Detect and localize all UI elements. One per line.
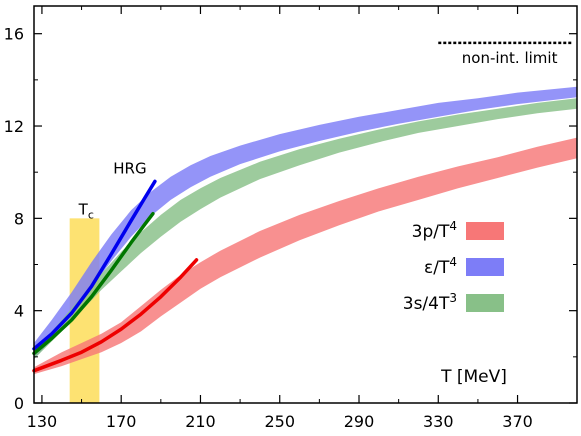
legend-label-sup: 3 xyxy=(449,291,457,305)
x-tick-label: 210 xyxy=(185,412,216,431)
hrg-layer xyxy=(32,179,199,373)
y-tick-label: 16 xyxy=(4,25,24,44)
hrg-pressure-curve xyxy=(32,258,199,373)
legend-label-entropy: 3s/4T3 xyxy=(403,291,457,314)
tc-label-sub: c xyxy=(88,208,94,221)
legend-label-base: 3s/4T xyxy=(403,294,450,314)
legend-swatch-pressure xyxy=(466,222,504,240)
x-tick-label: 130 xyxy=(27,412,58,431)
y-tick-label: 8 xyxy=(14,209,24,228)
hrg-entropy-curve xyxy=(32,211,155,356)
plot-frame xyxy=(33,5,578,404)
legend-label-sup: 4 xyxy=(449,219,457,233)
x-tick-label: 250 xyxy=(264,412,295,431)
legend-label-base: ε/T xyxy=(424,258,450,278)
hrg-energy-curve xyxy=(32,179,157,351)
tc-label: Tc xyxy=(78,200,94,221)
y-tick-label: 12 xyxy=(4,117,24,136)
x-tick-label: 170 xyxy=(106,412,137,431)
legend-label-pressure: 3p/T4 xyxy=(412,219,457,242)
x-tick-label: 290 xyxy=(344,412,375,431)
x-tick-label: 330 xyxy=(423,412,454,431)
energy-band xyxy=(34,86,577,360)
hrg-label: HRG xyxy=(113,159,146,177)
entropy-band xyxy=(34,98,577,360)
y-tick-label: 0 xyxy=(14,394,24,413)
noninteracting-limit-label: non-int. limit xyxy=(462,49,558,67)
y-tick-label: 4 xyxy=(14,302,24,321)
tc-label-base: T xyxy=(78,200,89,218)
legend-swatch-energy xyxy=(466,258,504,276)
legend-swatch-entropy xyxy=(466,294,504,312)
x-tick-label: 370 xyxy=(502,412,533,431)
legend-label-base: 3p/T xyxy=(412,222,450,242)
legend-label-sup: 4 xyxy=(449,255,457,269)
legend-label-energy: ε/T4 xyxy=(424,255,457,278)
x-axis-label: T [MeV] xyxy=(440,367,507,387)
axes: 130 170 210 250 290 330 370 0 4 8 12 16 xyxy=(4,5,578,431)
